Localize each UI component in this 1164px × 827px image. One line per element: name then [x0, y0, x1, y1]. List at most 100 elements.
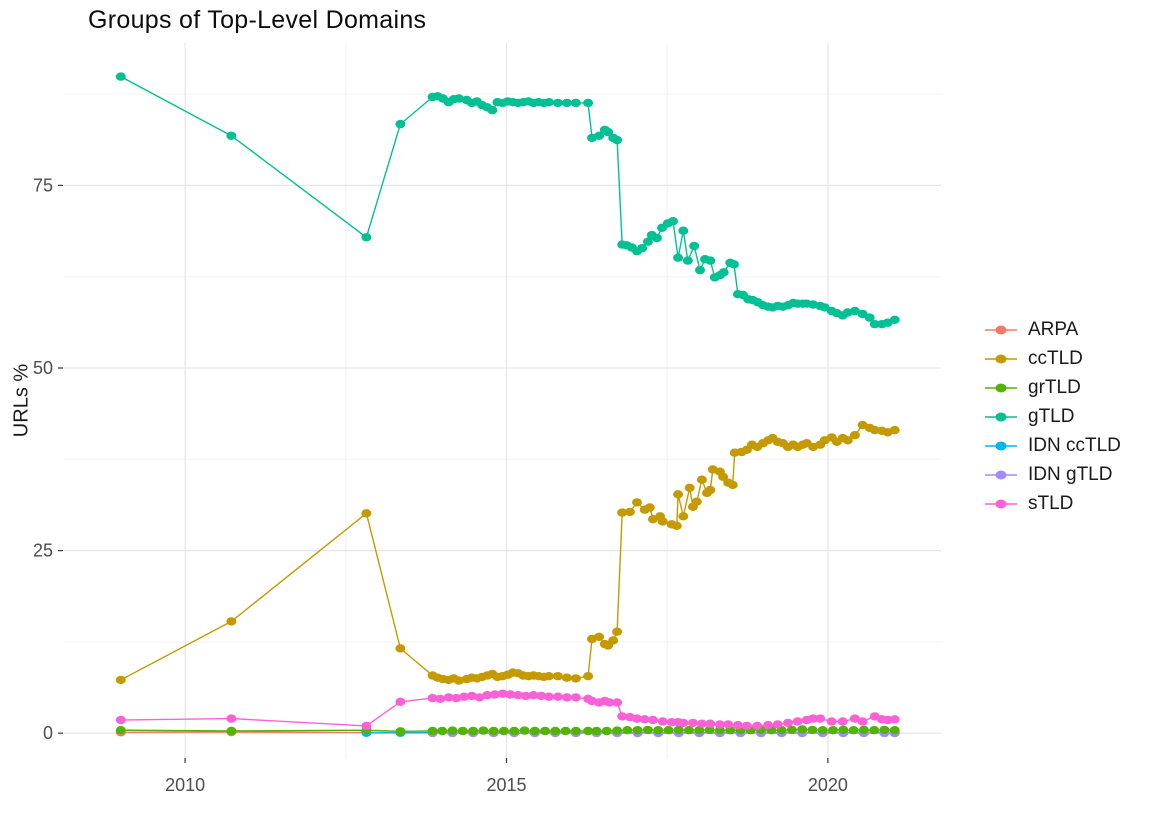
- legend-item-idn-cctld: IDN ccTLD: [984, 435, 1121, 457]
- data-point: [395, 644, 406, 653]
- data-point: [435, 694, 446, 703]
- data-point: [695, 265, 705, 275]
- data-point: [783, 718, 793, 728]
- data-point: [612, 698, 623, 707]
- data-point: [395, 727, 406, 736]
- data-point: [653, 726, 664, 735]
- data-point: [815, 714, 826, 723]
- data-point: [663, 726, 674, 735]
- data-point: [632, 726, 643, 735]
- legend-label: ccTLD: [1028, 348, 1083, 369]
- legend-label: IDN ccTLD: [1028, 435, 1121, 456]
- legend-key-icon: [985, 441, 1017, 451]
- data-point: [528, 691, 539, 700]
- data-point: [604, 698, 615, 707]
- legend-item-stld: sTLD: [984, 493, 1121, 515]
- legend-item-gtld: gTLD: [984, 406, 1121, 428]
- data-point: [505, 690, 516, 699]
- data-point: [570, 98, 581, 108]
- data-point: [879, 725, 890, 735]
- legend-key-icon: [985, 383, 1017, 393]
- data-point: [561, 673, 572, 682]
- data-point: [772, 720, 783, 729]
- data-point: [115, 72, 126, 81]
- data-point: [453, 676, 464, 685]
- data-point: [807, 725, 818, 735]
- data-point: [848, 726, 859, 735]
- data-point: [808, 714, 819, 723]
- data-point: [889, 726, 900, 735]
- x-axis-tick-label: 2020: [808, 775, 848, 795]
- data-point: [671, 521, 682, 530]
- data-point: [451, 693, 462, 703]
- data-point: [395, 119, 406, 129]
- data-point: [684, 483, 695, 492]
- data-point: [849, 714, 860, 723]
- data-point: [826, 717, 837, 726]
- data-point: [687, 718, 698, 728]
- data-point: [714, 720, 725, 729]
- data-point: [427, 726, 438, 736]
- data-point: [509, 726, 520, 736]
- data-point: [741, 721, 752, 731]
- data-point: [704, 725, 715, 735]
- data-point: [864, 313, 875, 322]
- y-axis-tick-label: 50: [33, 358, 53, 378]
- data-point: [594, 131, 605, 140]
- data-point: [453, 94, 464, 103]
- data-point: [684, 726, 694, 735]
- data-point: [543, 692, 554, 701]
- data-point: [552, 692, 563, 701]
- series-grtld: [115, 725, 900, 736]
- legend-label: ARPA: [1028, 319, 1079, 340]
- legend-key-icon: [985, 354, 1017, 364]
- data-point: [828, 726, 838, 735]
- data-point: [673, 490, 684, 499]
- data-point: [637, 244, 648, 253]
- x-axis-tick-label: 2010: [165, 775, 205, 795]
- data-point: [488, 726, 499, 736]
- data-point: [858, 725, 869, 735]
- data-point: [729, 260, 739, 269]
- data-point: [447, 726, 458, 735]
- data-point: [603, 127, 614, 137]
- data-point: [727, 480, 738, 490]
- chart-title: Groups of Top-Level Domains: [88, 6, 427, 34]
- legend-key-icon: [985, 499, 1017, 509]
- data-point: [838, 725, 849, 735]
- data-point: [361, 233, 372, 242]
- data-point: [226, 617, 237, 626]
- data-point: [560, 726, 571, 736]
- data-point: [361, 509, 372, 518]
- data-point: [529, 726, 540, 736]
- data-point: [732, 720, 743, 730]
- data-point: [226, 131, 237, 140]
- data-point: [642, 725, 653, 735]
- legend-label: gTLD: [1028, 406, 1075, 427]
- legend-item-idn-gtld: IDN gTLD: [984, 464, 1121, 486]
- data-point: [497, 689, 508, 698]
- data-point: [612, 726, 623, 735]
- data-point: [612, 627, 623, 636]
- data-point: [786, 725, 797, 735]
- data-point: [869, 320, 880, 329]
- data-point: [543, 98, 554, 107]
- data-point: [115, 715, 126, 725]
- legend-key-icon: [985, 470, 1017, 480]
- data-point: [842, 436, 853, 445]
- data-point: [498, 726, 509, 736]
- data-point: [570, 726, 581, 736]
- legend-key-icon: [985, 325, 1017, 335]
- data-point: [714, 726, 725, 735]
- data-point: [570, 693, 581, 702]
- data-point: [691, 497, 702, 506]
- data-point: [513, 691, 524, 700]
- data-point: [797, 725, 808, 734]
- data-point: [705, 256, 716, 265]
- data-point: [226, 726, 237, 736]
- data-point: [457, 726, 468, 736]
- data-point: [468, 726, 479, 736]
- data-point: [889, 715, 900, 724]
